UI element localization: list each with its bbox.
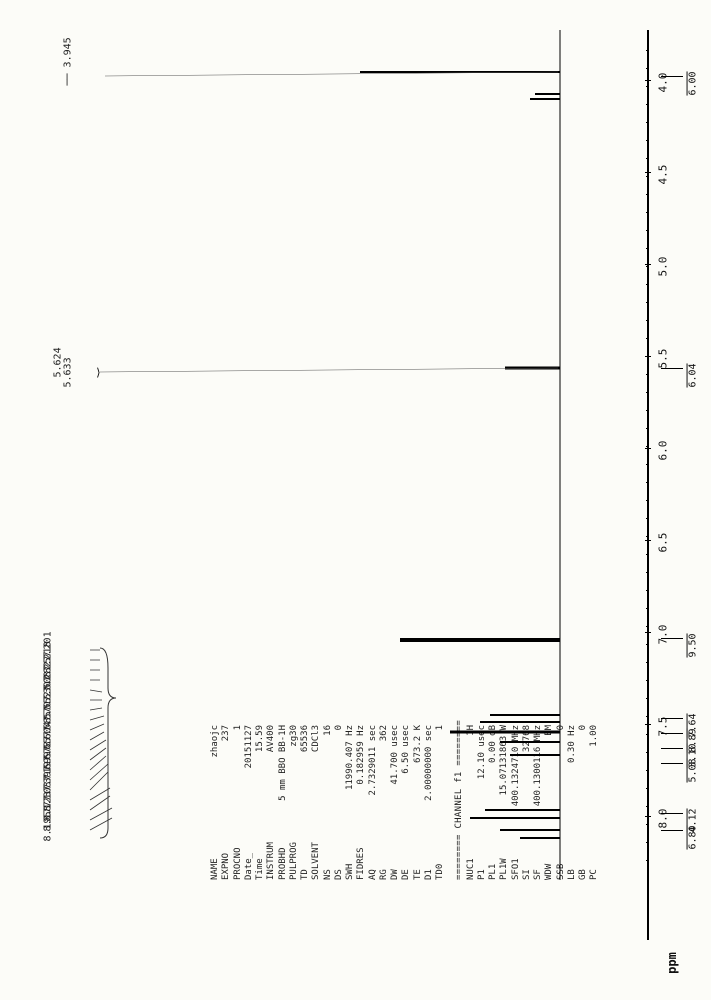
axis-minor-tick bbox=[646, 824, 649, 825]
nmr-spectrum-plot bbox=[0, 0, 711, 1000]
axis-tick bbox=[645, 80, 651, 81]
ppm-axis bbox=[647, 30, 649, 940]
axis-minor-tick bbox=[646, 608, 649, 609]
integral-mark bbox=[661, 830, 683, 831]
integral-mark bbox=[661, 368, 683, 369]
axis-minor-tick bbox=[646, 446, 649, 447]
integral-mark bbox=[661, 748, 683, 749]
axis-minor-tick bbox=[646, 770, 649, 771]
axis-minor-tick bbox=[646, 68, 649, 69]
axis-tick bbox=[645, 632, 651, 633]
axis-tick-label: 5.5 bbox=[657, 349, 670, 369]
axis-minor-tick bbox=[646, 734, 649, 735]
axis-minor-tick bbox=[646, 518, 649, 519]
axis-minor-tick bbox=[646, 662, 649, 663]
axis-minor-tick bbox=[646, 284, 649, 285]
axis-minor-tick bbox=[646, 806, 649, 807]
axis-minor-tick bbox=[646, 788, 649, 789]
axis-minor-tick bbox=[646, 680, 649, 681]
axis-minor-tick bbox=[646, 752, 649, 753]
axis-minor-tick bbox=[646, 86, 649, 87]
axis-minor-tick bbox=[646, 104, 649, 105]
axis-minor-tick bbox=[646, 554, 649, 555]
integral-value: 5.08 bbox=[687, 758, 698, 782]
axis-minor-tick bbox=[646, 248, 649, 249]
axis-minor-tick bbox=[646, 338, 649, 339]
axis-tick-label: 6.5 bbox=[657, 533, 670, 553]
axis-minor-tick bbox=[646, 536, 649, 537]
axis-minor-tick bbox=[646, 374, 649, 375]
axis-minor-tick bbox=[646, 482, 649, 483]
axis-minor-tick bbox=[646, 410, 649, 411]
integral-mark bbox=[661, 813, 683, 814]
axis-minor-tick bbox=[646, 644, 649, 645]
axis-tick bbox=[645, 172, 651, 173]
axis-unit-label: ppm bbox=[665, 952, 679, 974]
axis-tick bbox=[645, 540, 651, 541]
axis-minor-tick bbox=[646, 842, 649, 843]
axis-tick-label: 8.0 bbox=[657, 809, 670, 829]
axis-minor-tick bbox=[646, 176, 649, 177]
axis-minor-tick bbox=[646, 464, 649, 465]
axis-minor-tick bbox=[646, 356, 649, 357]
axis-minor-tick bbox=[646, 626, 649, 627]
axis-minor-tick bbox=[646, 50, 649, 51]
axis-minor-tick bbox=[646, 590, 649, 591]
integral-mark bbox=[661, 638, 683, 639]
axis-minor-tick bbox=[646, 230, 649, 231]
axis-minor-tick bbox=[646, 428, 649, 429]
integral-mark bbox=[661, 76, 683, 77]
axis-minor-tick bbox=[646, 212, 649, 213]
axis-tick-label: 4.5 bbox=[657, 165, 670, 185]
integral-mark bbox=[661, 763, 683, 764]
axis-tick bbox=[645, 724, 651, 725]
axis-minor-tick bbox=[646, 122, 649, 123]
integral-mark bbox=[661, 733, 683, 734]
axis-tick bbox=[645, 816, 651, 817]
integral-value: 6.04 bbox=[687, 363, 698, 387]
axis-minor-tick bbox=[646, 698, 649, 699]
axis-minor-tick bbox=[646, 320, 649, 321]
axis-tick-label: 7.0 bbox=[657, 625, 670, 645]
axis-minor-tick bbox=[646, 716, 649, 717]
axis-minor-tick bbox=[646, 500, 649, 501]
integral-mark bbox=[661, 718, 683, 719]
axis-minor-tick bbox=[646, 158, 649, 159]
axis-tick bbox=[645, 448, 651, 449]
integral-value: 6.80 bbox=[687, 825, 698, 849]
axis-minor-tick bbox=[646, 140, 649, 141]
axis-minor-tick bbox=[646, 860, 649, 861]
axis-tick bbox=[645, 264, 651, 265]
axis-minor-tick bbox=[646, 392, 649, 393]
axis-minor-tick bbox=[646, 266, 649, 267]
axis-tick-label: 5.0 bbox=[657, 257, 670, 277]
axis-tick-label: 6.0 bbox=[657, 441, 670, 461]
integral-value: 9.50 bbox=[687, 633, 698, 657]
axis-minor-tick bbox=[646, 194, 649, 195]
axis-minor-tick bbox=[646, 302, 649, 303]
axis-minor-tick bbox=[646, 572, 649, 573]
integral-value: 6.00 bbox=[687, 71, 698, 95]
